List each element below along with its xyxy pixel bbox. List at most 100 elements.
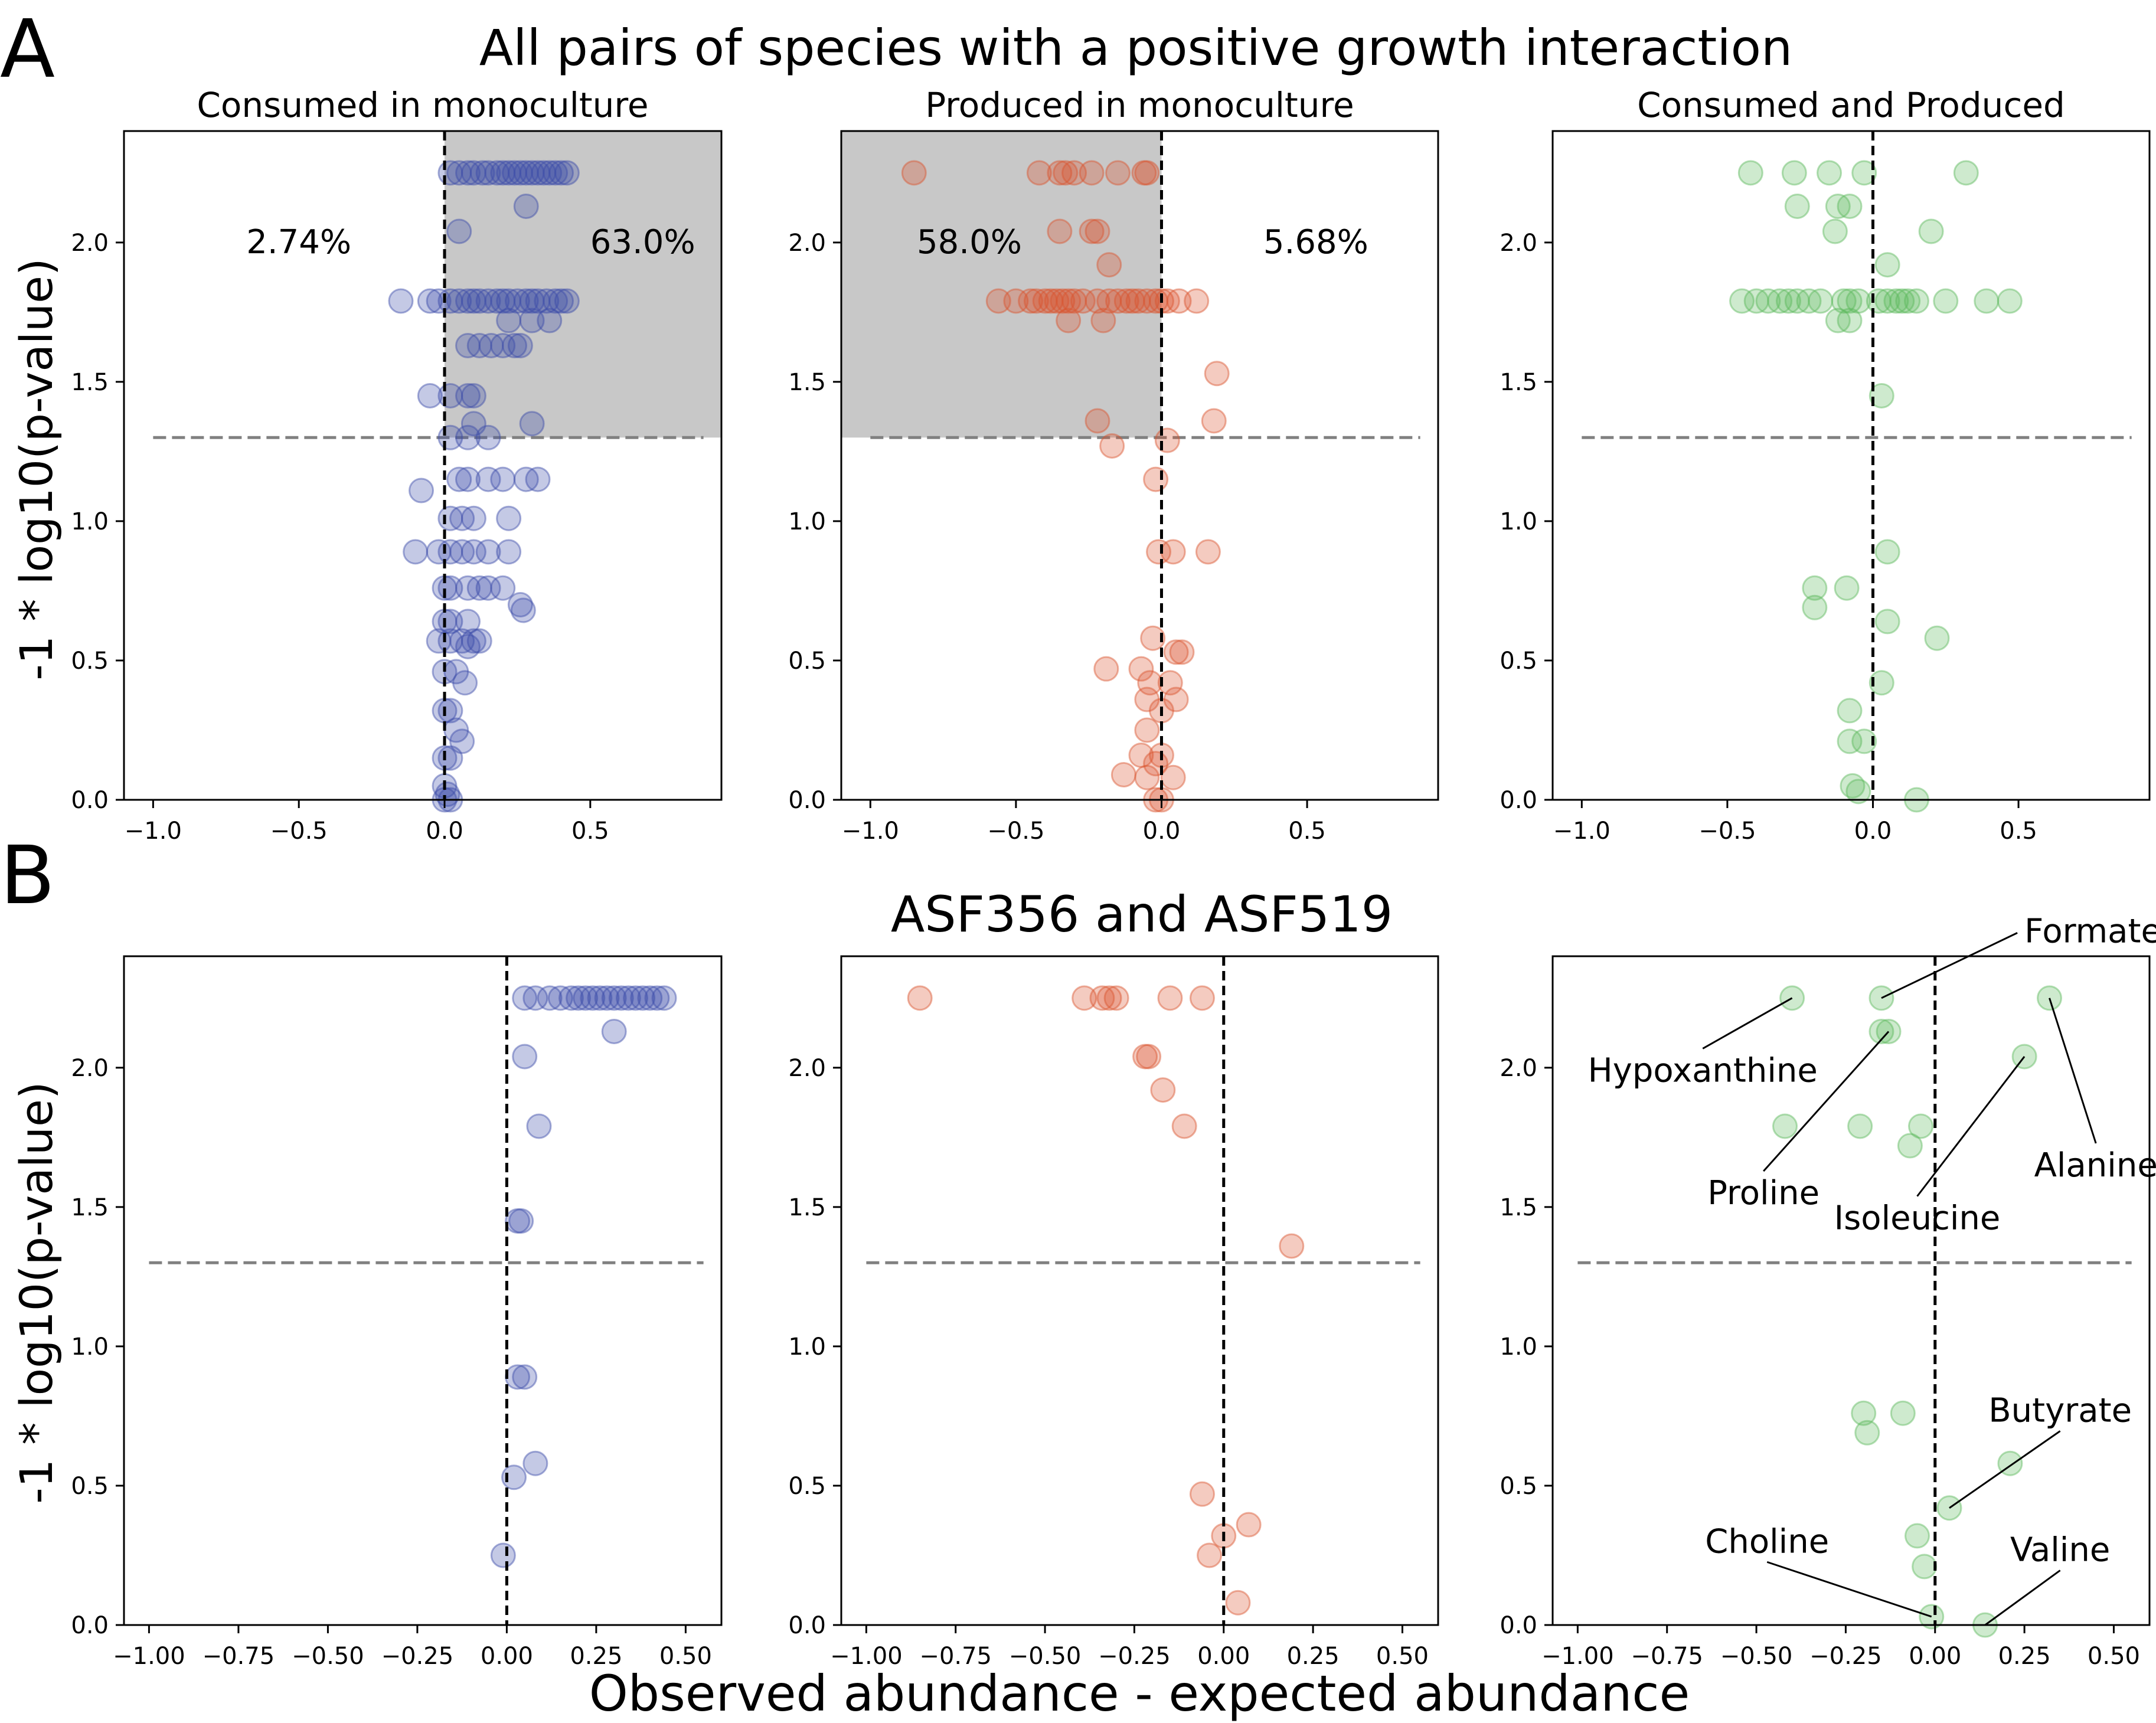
axes-frame <box>1551 130 2151 801</box>
data-point <box>548 288 574 314</box>
data-point <box>907 985 933 1011</box>
data-point <box>1837 193 1863 219</box>
data-point <box>1184 288 1210 314</box>
data-point <box>1023 288 1049 314</box>
x-tick-label: −1.0 <box>1553 818 1611 845</box>
data-point <box>1132 1044 1158 1070</box>
data-point <box>1171 1113 1197 1139</box>
x-tick-label: 0.5 <box>1288 818 1326 845</box>
data-point <box>1897 1133 1923 1159</box>
data-point <box>1096 288 1122 314</box>
data-point <box>1195 539 1221 565</box>
data-point <box>1840 773 1866 799</box>
data-point <box>455 288 481 314</box>
axes-frame <box>840 130 1439 801</box>
data-point <box>1796 288 1822 314</box>
data-point <box>455 466 481 492</box>
y-tick-label: 2.0 <box>788 1055 826 1082</box>
data-point <box>1056 288 1082 314</box>
data-point <box>1079 218 1105 244</box>
data-point <box>460 505 486 531</box>
data-point <box>484 288 510 314</box>
data-point <box>1093 656 1119 682</box>
percentage-annotation: 2.74% <box>246 223 351 261</box>
data-point <box>573 985 599 1011</box>
data-point <box>455 382 481 408</box>
x-tick-label: 0.50 <box>2088 1643 2140 1670</box>
data-point <box>1808 288 1834 314</box>
data-point <box>449 505 475 531</box>
data-point <box>1134 717 1160 743</box>
y-tick-label: 0.0 <box>1500 1612 1537 1639</box>
data-point <box>1125 288 1151 314</box>
data-point <box>507 592 533 618</box>
y-tick-label: 1.5 <box>788 1194 826 1221</box>
data-point <box>1279 1233 1305 1259</box>
data-point <box>507 160 533 186</box>
x-tick-label: −0.50 <box>1009 1643 1082 1670</box>
data-point <box>502 160 528 186</box>
data-point <box>512 1044 538 1070</box>
data-point <box>554 288 580 314</box>
y-tick-label: 1.0 <box>71 508 109 535</box>
subplot-title: Consumed in monoculture <box>197 85 648 125</box>
x-tick-label: −0.5 <box>1698 818 1756 845</box>
x-tick-label: 0.25 <box>1998 1643 2051 1670</box>
x-tick-label: −0.25 <box>1809 1643 1882 1670</box>
x-tick-label: 0.50 <box>659 1643 712 1670</box>
y-tick-label: 0.5 <box>788 648 826 675</box>
data-point <box>1160 764 1186 790</box>
data-point <box>519 288 545 314</box>
data-point <box>388 288 414 314</box>
data-point <box>1018 288 1044 314</box>
x-tick-label: 0.50 <box>1376 1643 1429 1670</box>
data-point <box>1050 288 1076 314</box>
data-point <box>478 333 504 359</box>
data-point <box>1090 308 1116 334</box>
data-point <box>1737 160 1763 186</box>
data-point <box>1084 218 1110 244</box>
panel-a1: −1.0 −0.5 0.0 0.5 0.0 0.5 1.0 1.5 2.0 Consumed in… <box>71 85 723 845</box>
data-point <box>1146 539 1172 565</box>
data-point <box>1912 1554 1938 1580</box>
data-point <box>1047 160 1073 186</box>
panel-b3: −1.00 −0.75 −0.50 −0.25 0.00 0.25 0.50 0.0 0.5 1.… <box>1500 912 2156 1670</box>
panels: −1.0 −0.5 0.0 0.5 0.0 0.5 1.0 1.5 2.0 Consumed in… <box>71 85 2156 1670</box>
row-b-title: ASF356 and ASF519 <box>891 885 1393 943</box>
data-point <box>1105 160 1131 186</box>
data-point <box>469 160 495 186</box>
panel-a3: −1.0 −0.5 0.0 0.5 0.0 0.5 1.0 1.5 2.0 Consumed an… <box>1500 85 2151 845</box>
y-tick-label: 1.5 <box>1500 369 1537 396</box>
y-axis-label-b: -1 * log10(p-value) <box>10 1081 63 1503</box>
data-point <box>1997 288 2023 314</box>
data-point <box>508 1208 534 1234</box>
data-point <box>1169 639 1195 665</box>
shaded-region <box>841 131 1162 438</box>
data-point <box>1817 160 1843 186</box>
data-point <box>580 985 606 1011</box>
data-point <box>455 633 481 659</box>
data-point <box>525 288 551 314</box>
y-tick-label: 0.5 <box>71 1473 109 1500</box>
data-point <box>1189 985 1215 1011</box>
x-tick-label: −1.00 <box>113 1643 185 1670</box>
shaded-region <box>445 131 721 438</box>
data-point <box>1166 288 1192 314</box>
percentage-annotation: 63.0% <box>590 223 695 261</box>
data-point <box>490 160 516 186</box>
y-axis-label-a: -1 * log10(p-value) <box>10 258 63 680</box>
data-point <box>1924 625 1950 651</box>
data-point <box>1729 288 1755 314</box>
label-leader-line <box>1766 1561 1932 1618</box>
x-tick-label: −0.5 <box>987 818 1044 845</box>
y-tick-label: 1.5 <box>788 369 826 396</box>
data-point <box>510 597 536 623</box>
data-point <box>1825 308 1851 334</box>
data-point <box>1047 218 1073 244</box>
data-point <box>537 985 563 1011</box>
data-point <box>475 466 501 492</box>
data-point <box>1775 288 1801 314</box>
data-point <box>1851 728 1877 754</box>
data-point <box>1908 1113 1934 1139</box>
panel-b-letter: B <box>0 829 55 923</box>
